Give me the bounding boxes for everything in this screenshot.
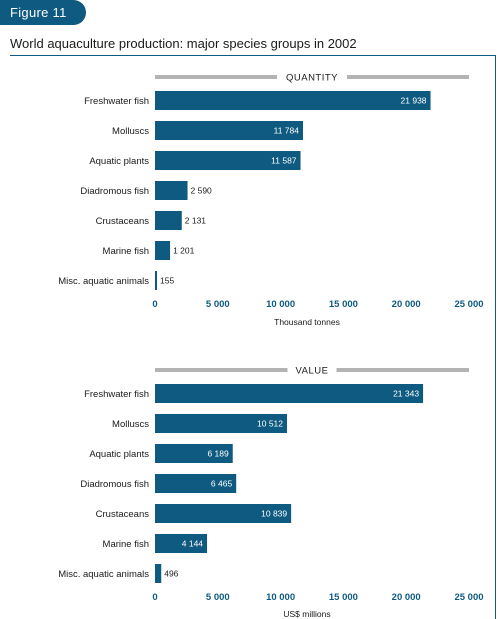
x-tick-label: 20 000 bbox=[392, 299, 421, 310]
bar bbox=[155, 241, 171, 260]
category-label: Molluscs bbox=[112, 126, 149, 137]
category-label: Crustaceans bbox=[96, 509, 150, 520]
category-label: Diadromous fish bbox=[80, 479, 149, 490]
category-label: Misc. aquatic animals bbox=[58, 276, 149, 287]
category-label: Crustaceans bbox=[96, 216, 150, 227]
value-label: 21 343 bbox=[393, 389, 419, 399]
category-label: Diadromous fish bbox=[80, 186, 149, 197]
x-tick-label: 15 000 bbox=[329, 299, 358, 310]
bar bbox=[155, 414, 288, 433]
chart-title: World aquaculture production: major spec… bbox=[10, 36, 357, 51]
x-tick-label: 25 000 bbox=[454, 592, 483, 603]
category-label: Aquatic plants bbox=[89, 449, 149, 460]
x-tick-label: 20 000 bbox=[392, 592, 421, 603]
value-label: 155 bbox=[160, 276, 174, 286]
bar bbox=[155, 121, 304, 140]
x-axis-label: Thousand tonnes bbox=[274, 317, 340, 327]
x-tick-label: 0 bbox=[152, 299, 157, 310]
bar bbox=[155, 444, 233, 463]
x-tick-label: 0 bbox=[152, 592, 157, 603]
category-label: Freshwater fish bbox=[84, 389, 149, 400]
section-header-gap-1 bbox=[287, 363, 337, 377]
category-label: Freshwater fish bbox=[84, 96, 149, 107]
value-label: 2 590 bbox=[191, 186, 213, 196]
section-header-label-0: QUANTITY bbox=[286, 73, 338, 84]
category-label: Marine fish bbox=[103, 246, 149, 257]
bar bbox=[155, 534, 208, 553]
section-header-gap-0 bbox=[277, 70, 347, 84]
value-label: 496 bbox=[164, 569, 178, 579]
value-label: 6 465 bbox=[211, 479, 233, 489]
frame-right-rule bbox=[495, 55, 496, 619]
value-label: 6 189 bbox=[207, 449, 229, 459]
x-tick-label: 10 000 bbox=[266, 592, 295, 603]
value-label: 11 587 bbox=[271, 156, 297, 166]
x-axis-label: US$ millions bbox=[283, 609, 330, 619]
x-tick-label: 15 000 bbox=[329, 592, 358, 603]
category-label: Marine fish bbox=[103, 539, 149, 550]
bar bbox=[155, 271, 157, 290]
x-tick-label: 25 000 bbox=[454, 299, 483, 310]
value-label: 2 131 bbox=[185, 216, 207, 226]
value-label: 11 784 bbox=[274, 126, 300, 136]
value-label: 10 839 bbox=[261, 509, 287, 519]
x-tick-label: 5 000 bbox=[206, 592, 230, 603]
bar bbox=[155, 504, 292, 523]
title-rule bbox=[10, 55, 496, 56]
value-label: 1 201 bbox=[173, 246, 195, 256]
bar bbox=[155, 211, 182, 230]
bar bbox=[155, 151, 301, 170]
category-label: Molluscs bbox=[112, 419, 149, 430]
category-label: Misc. aquatic animals bbox=[58, 569, 149, 580]
bar bbox=[155, 474, 237, 493]
value-label: 10 512 bbox=[257, 419, 283, 429]
value-label: 21 938 bbox=[401, 96, 427, 106]
figure-badge: Figure 11 bbox=[0, 0, 86, 25]
x-tick-label: 5 000 bbox=[206, 299, 230, 310]
bar bbox=[155, 181, 188, 200]
section-header-label-1: VALUE bbox=[296, 366, 329, 377]
category-label: Aquatic plants bbox=[89, 156, 149, 167]
value-label: 4 144 bbox=[182, 539, 204, 549]
x-tick-label: 10 000 bbox=[266, 299, 295, 310]
bar bbox=[155, 564, 162, 583]
bar bbox=[155, 91, 431, 110]
bar bbox=[155, 384, 424, 403]
